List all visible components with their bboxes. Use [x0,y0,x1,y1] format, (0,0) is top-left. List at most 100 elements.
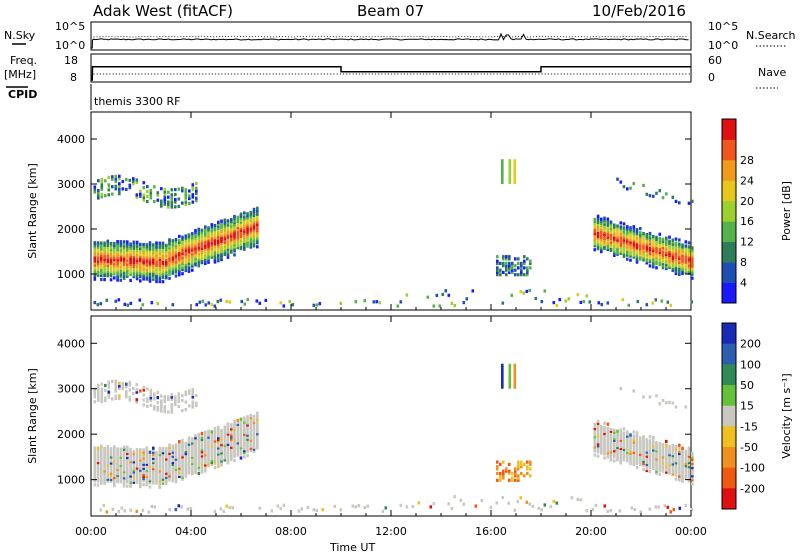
data-cell [674,444,678,448]
data-cell [226,428,230,432]
data-cell [684,268,688,272]
data-cell [116,451,119,455]
data-cell [204,257,207,261]
data-cell [658,456,662,460]
data-cell [517,460,520,464]
data-cell [226,247,230,251]
data-cell [170,408,174,412]
data-cell [496,471,499,476]
data-cell [106,461,110,465]
data-cell [178,238,181,242]
data-cell [210,434,214,438]
y-tick-label: 2000 [57,223,85,236]
data-cell [178,255,181,259]
data-cell [233,444,236,448]
data-cell [252,207,256,211]
data-cell [96,271,100,275]
data-cell [606,432,610,436]
data-cell [158,446,162,450]
data-cell [191,449,194,453]
data-cell [139,250,142,255]
data-cell [171,241,175,245]
data-cell [223,246,227,250]
data-cell [168,246,171,250]
data-cell [246,427,249,431]
data-cell [155,269,158,273]
data-cell [195,303,199,307]
data-cell [129,242,132,246]
data-cell [187,463,191,467]
data-cell [139,192,142,196]
data-cell [129,482,132,486]
data-cell [622,454,626,458]
data-cell [243,440,246,445]
data-cell [165,268,168,272]
data-cell [145,269,149,273]
data-cell [230,425,233,429]
data-cell [652,245,655,249]
data-cell [217,458,220,462]
data-cell [135,242,139,246]
data-cell [191,468,194,472]
data-cell [674,459,678,463]
data-cell [213,509,217,513]
data-cell [226,450,230,455]
data-cell [606,434,610,439]
data-cell [609,444,613,448]
data-cell [106,465,110,469]
data-cell [168,451,171,455]
data-cell [181,272,184,276]
data-cell [230,234,233,238]
data-cell [132,256,136,260]
data-cell [243,424,246,428]
data-cell [613,245,616,249]
data-cell [174,445,178,449]
data-cell [152,259,155,263]
data-cell [249,243,253,247]
data-cell [648,256,652,260]
data-cell [661,247,665,251]
data-cell [613,237,616,241]
data-cell [217,427,220,432]
data-cell [520,460,523,464]
data-cell [109,270,113,274]
data-cell [210,448,214,452]
data-cell [661,253,665,258]
data-cell [178,454,181,458]
data-cell [529,266,532,270]
data-cell [252,414,256,419]
data-cell [652,249,655,253]
data-cell [226,255,230,259]
data-cell [256,226,259,231]
data-cell [139,448,142,452]
data-cell [149,188,153,193]
data-cell [239,220,243,224]
data-cell [691,246,694,250]
data-cell [103,473,106,477]
data-cell [661,447,665,451]
data-cell [501,159,504,163]
data-cell [155,459,158,463]
data-cell [187,261,191,265]
data-cell [119,246,123,250]
data-cell [126,462,129,466]
data-cell [204,469,207,473]
data-cell [160,399,163,403]
data-cell [691,466,694,470]
data-cell [113,258,116,262]
colorbar-tick-label: 4 [740,277,747,290]
data-cell [681,463,684,467]
data-cell [126,478,129,482]
data-cell [139,259,142,263]
data-cell [681,450,684,454]
data-cell [438,304,442,308]
data-cell [210,251,214,255]
data-cell [168,242,171,246]
data-cell [103,446,106,451]
data-cell [200,232,204,236]
data-cell [198,300,202,304]
data-cell [226,436,230,440]
data-cell [230,443,233,447]
data-cell [194,263,197,267]
